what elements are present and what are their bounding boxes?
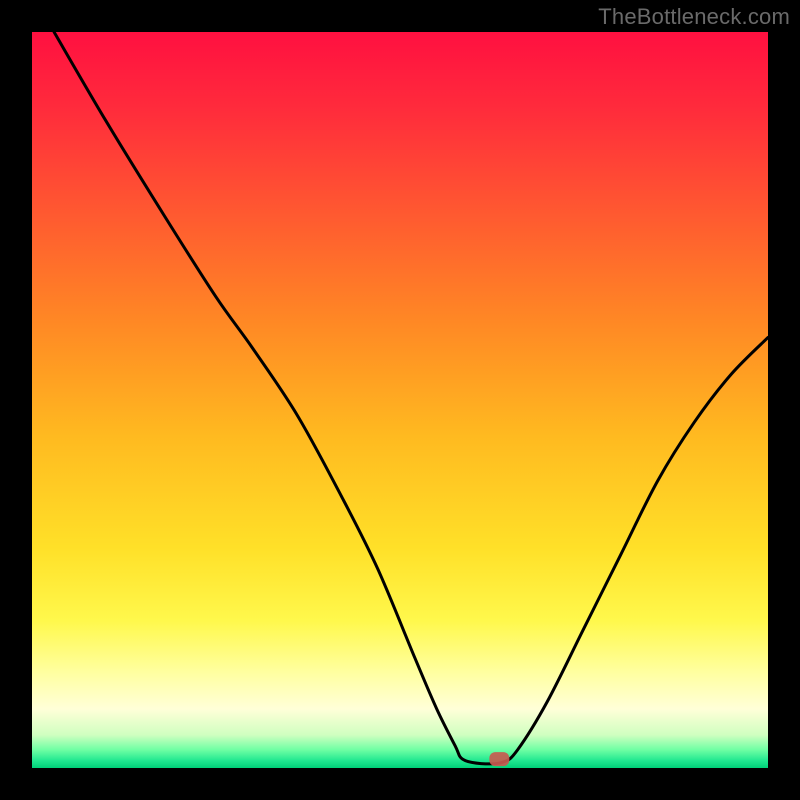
frame-border <box>0 0 32 800</box>
frame-border <box>0 768 800 800</box>
watermark-text: TheBottleneck.com <box>598 4 790 30</box>
frame-border <box>768 0 800 800</box>
chart-svg <box>0 0 800 800</box>
chart-container: TheBottleneck.com <box>0 0 800 800</box>
optimal-marker <box>489 752 509 766</box>
plot-area <box>32 32 768 768</box>
